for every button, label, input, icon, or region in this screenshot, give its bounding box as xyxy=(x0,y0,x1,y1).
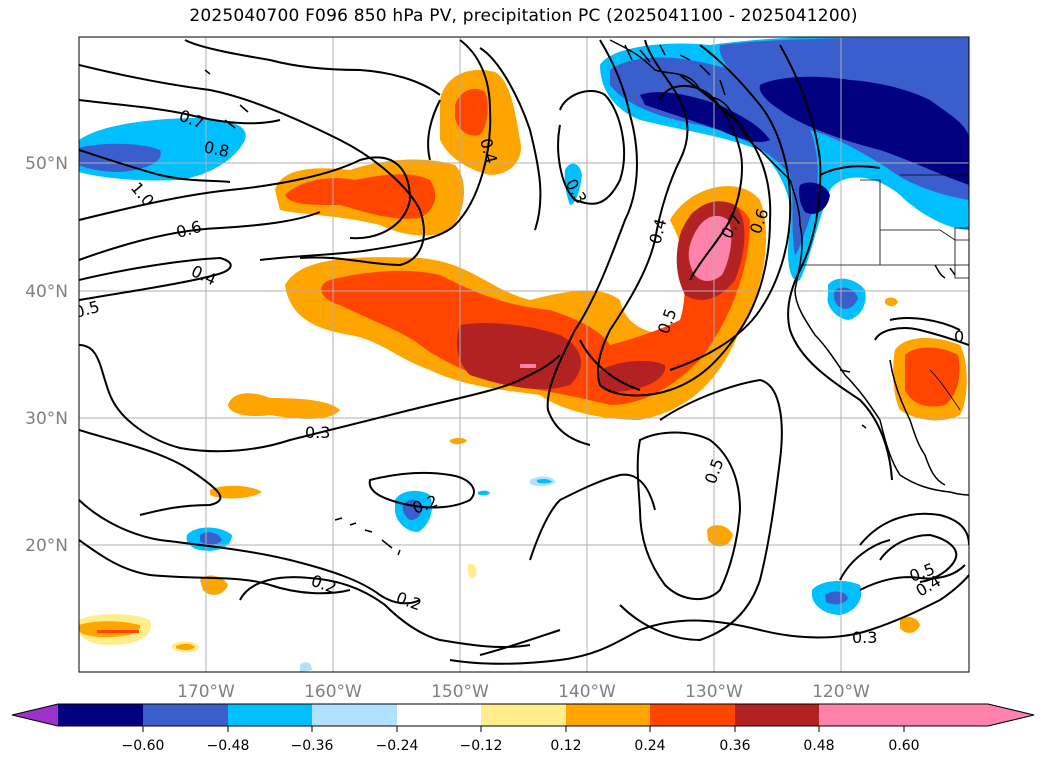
lon-label-170w: 170°W xyxy=(177,682,235,702)
lon-label-120w: 120°W xyxy=(812,682,870,702)
contour-label-0.5: 0.5 xyxy=(72,297,102,322)
map-title: 2025040700 F096 850 hPa PV, precipitatio… xyxy=(189,6,858,26)
colorbar-segment-0 xyxy=(58,704,143,726)
colorbar-tick-label: −0.12 xyxy=(460,738,503,754)
colorbar-segment-2 xyxy=(228,704,312,726)
colorbar-segment-5 xyxy=(481,704,566,726)
pv-contours xyxy=(79,39,969,665)
colorbar-segment-7 xyxy=(650,704,735,726)
colorbar-segment-4 xyxy=(397,704,481,726)
colorbar-extend-low xyxy=(12,704,58,726)
colorbar-tick-label: 0.36 xyxy=(719,738,750,754)
colorbar-segment-3 xyxy=(312,704,397,726)
lon-label-130w: 130°W xyxy=(685,682,743,702)
contour-label-0.3: 0.3 xyxy=(852,628,877,647)
contour-label-0: 0 xyxy=(954,327,964,346)
colorbar-tick-label: −0.60 xyxy=(122,738,165,754)
colorbar-tick-label: 0.48 xyxy=(803,738,834,754)
colorbar-tick-label: 0.24 xyxy=(634,738,665,754)
map-frame xyxy=(78,36,970,673)
colorbar-segment-1 xyxy=(143,704,228,726)
longitude-labels: 170°W 160°W 150°W 140°W 130°W 120°W xyxy=(177,682,870,702)
lat-label-30n: 30°N xyxy=(25,409,68,429)
political-borders xyxy=(800,174,969,411)
latitude-labels: 50°N 40°N 30°N 20°N xyxy=(25,154,68,556)
colorbar-tick-label: −0.24 xyxy=(376,738,419,754)
colorbar-ticks xyxy=(142,726,905,732)
colorbar-tick-label: −0.36 xyxy=(291,738,334,754)
colorbar-segment-8 xyxy=(735,704,819,726)
colorbar-segment-9 xyxy=(819,704,904,726)
colorbar-tick-label: 0.60 xyxy=(888,738,919,754)
lat-label-20n: 20°N xyxy=(25,536,68,556)
colorbar-tick-label: −0.48 xyxy=(207,738,250,754)
contour-label-0.8: 0.8 xyxy=(202,137,231,161)
colorbar-segment-6 xyxy=(566,704,650,726)
gridlines xyxy=(79,37,969,672)
colorbar: −0.60 −0.48 −0.36 −0.24 −0.12 0.12 0.24 … xyxy=(11,703,1035,754)
contour-label-0.3: 0.3 xyxy=(305,423,330,442)
colorbar-outline xyxy=(11,703,1035,727)
lat-label-50n: 50°N xyxy=(25,154,68,174)
lon-label-160w: 160°W xyxy=(304,682,362,702)
colorbar-tick-label: 0.12 xyxy=(550,738,581,754)
lat-label-40n: 40°N xyxy=(25,282,68,302)
lon-label-140w: 140°W xyxy=(558,682,616,702)
colorbar-extend-high xyxy=(904,704,1034,726)
lon-label-150w: 150°W xyxy=(431,682,489,702)
